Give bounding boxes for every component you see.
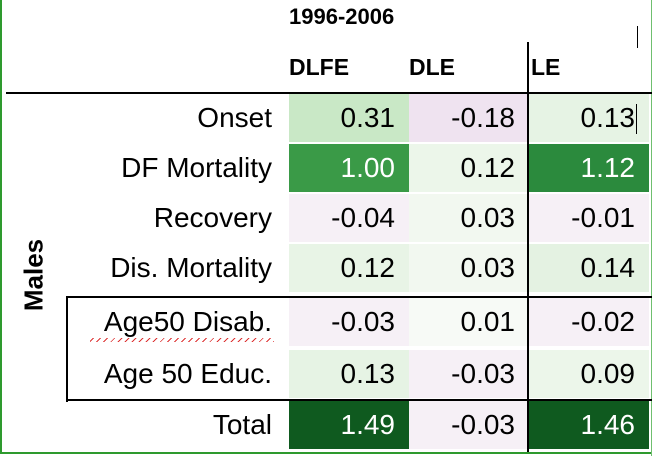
table-cell: -0.03 [409,401,529,449]
row-label: Age 50 Educ. [103,358,272,389]
table-cell: 0.14 [529,244,649,292]
table-cell: 0.03 [409,194,529,242]
period-header: 1996-2006 [289,4,395,29]
column-header-dle: DLE [409,54,455,80]
row-label: Age50 Disab. [103,306,272,337]
table-cell: -0.03 [289,298,409,346]
group-label-males: Males [18,238,49,312]
table-cell: 1.46 [529,401,649,449]
table-cell: 1.12 [529,144,649,192]
spellcheck-underline [90,338,274,342]
table-cell: -0.03 [409,350,529,398]
group-bracket-line [66,296,68,402]
table-cell: 1.49 [289,401,409,449]
row-label: DF Mortality [121,152,272,183]
column-header-dlfe: DLFE [289,54,350,80]
table-cell: 0.03 [409,244,529,292]
table-cell: 0.12 [409,144,529,192]
row-label: Total [212,409,272,440]
row-label: Dis. Mortality [110,252,272,283]
header-rule [6,92,652,94]
row-label: Onset [197,102,272,133]
section-rule [66,296,652,298]
row-label: Recovery [153,202,272,233]
table-cell: 1.00 [289,144,409,192]
table-cell: 0.13 [529,94,649,142]
table-cell: -0.02 [529,298,649,346]
total-rule [66,399,652,401]
table-cell: -0.04 [289,194,409,242]
text-cursor-header [637,26,638,48]
table-cell: -0.01 [529,194,649,242]
table-cell: 0.09 [529,350,649,398]
column-divider-line [527,42,529,452]
table-cell: 0.01 [409,298,529,346]
slide-frame-right-edge [651,0,652,456]
table-cell: 0.12 [289,244,409,292]
table-cell: 0.13 [289,350,409,398]
table-cell: 0.31 [289,94,409,142]
text-cursor [636,104,637,134]
table-cell: -0.18 [409,94,529,142]
column-header-le: LE [531,54,561,80]
